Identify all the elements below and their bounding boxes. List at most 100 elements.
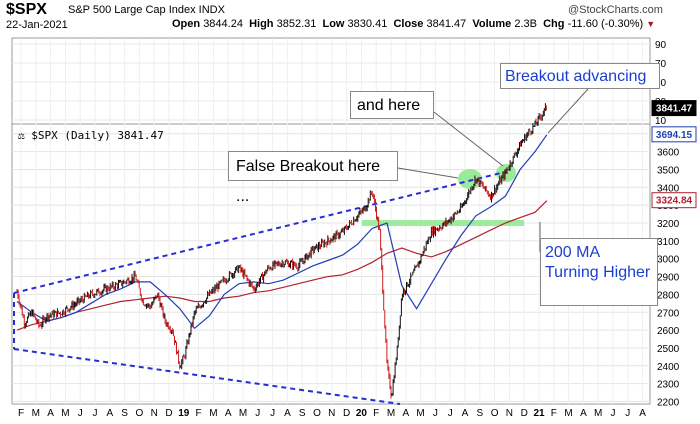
month-label: D: [165, 408, 172, 419]
month-label: M: [239, 408, 247, 419]
month-label: D: [521, 408, 528, 419]
price-axis-tick: 2500: [657, 344, 680, 355]
brand-watermark: @StockCharts.com: [568, 4, 663, 16]
month-label: N: [151, 408, 158, 419]
value-box-ma200-bg: [651, 192, 697, 209]
month-label: J: [448, 408, 453, 419]
value-box-ma50-bg: [651, 126, 697, 143]
callout-200ma-turning: 200 MA Turning Higher: [540, 238, 658, 306]
month-label: S: [299, 408, 306, 419]
month-label: 20: [356, 408, 368, 419]
month-label: M: [61, 408, 69, 419]
month-label: M: [594, 408, 602, 419]
high-value: 3852.31: [276, 18, 317, 30]
lower-trend-line: [13, 348, 401, 405]
price-axis-tick: 2700: [657, 308, 680, 319]
plot-frame: [11, 37, 651, 405]
month-label: F: [373, 408, 379, 419]
month-label: A: [402, 408, 409, 419]
month-label: S: [476, 408, 483, 419]
value-box-ma50: 3694.15: [656, 130, 693, 141]
value-box-close: 3841.47: [656, 104, 693, 115]
upper-axis-tick: 10: [655, 116, 667, 127]
month-label: J: [625, 408, 630, 419]
month-label: A: [580, 408, 587, 419]
chart-header: $SPX S&P 500 Large Cap Index INDX @Stock…: [0, 0, 700, 38]
price-axis-tick: 3400: [657, 183, 680, 194]
price-axis-tick: 3200: [657, 219, 680, 230]
month-label: O: [313, 408, 321, 419]
month-label: J: [611, 408, 616, 419]
month-label: A: [639, 408, 646, 419]
chg-value: -11.60 (-0.30%): [567, 18, 644, 30]
low-label: Low: [322, 18, 345, 30]
pointer-false-breakout: [397, 167, 459, 179]
price-bars: [16, 103, 547, 399]
month-label: N: [506, 408, 513, 419]
ma200-line: [16, 200, 548, 331]
chart-legend: ⚖ $SPX (Daily) 3841.47: [18, 129, 164, 142]
month-label: A: [284, 408, 291, 419]
high-label: High: [249, 18, 274, 30]
month-label: F: [196, 408, 202, 419]
month-label: J: [93, 408, 98, 419]
month-label: S: [121, 408, 128, 419]
month-label: D: [343, 408, 350, 419]
month-label: J: [270, 408, 275, 419]
month-label: M: [209, 408, 217, 419]
callout-200ma-line2: Turning Higher: [545, 264, 651, 281]
price-axis-tick: 3500: [657, 165, 680, 176]
volume-value: 2.3B: [514, 18, 537, 30]
value-box-close-bg: [651, 100, 697, 117]
upper-axis-tick: 70: [655, 59, 667, 70]
month-label: J: [78, 408, 83, 419]
price-axis-tick: 3100: [657, 237, 680, 248]
close-value: 3841.47: [426, 18, 467, 30]
month-label: J: [433, 408, 438, 419]
price-axis-tick: 2600: [657, 326, 680, 337]
month-label: M: [32, 408, 40, 419]
upper-axis-tick: 50: [655, 78, 667, 89]
month-label: A: [106, 408, 113, 419]
month-label: A: [225, 408, 232, 419]
ma50-line: [16, 134, 548, 330]
value-box-ma200: 3324.84: [656, 196, 693, 207]
month-label: M: [416, 408, 424, 419]
month-label: N: [328, 408, 335, 419]
price-axis-tick: 2400: [657, 362, 680, 373]
low-value: 3830.41: [347, 18, 388, 30]
open-value: 3844.24: [203, 18, 243, 30]
quote-line: Open 3844.24 High 3852.31 Low 3830.41 Cl…: [172, 18, 655, 30]
down-arrow-icon: ▼: [646, 19, 656, 29]
month-label: J: [255, 408, 260, 419]
price-axis-tick: 3600: [657, 148, 680, 159]
month-label: O: [136, 408, 144, 419]
open-label: Open: [172, 18, 201, 30]
false-breakout-highlight: [458, 169, 482, 189]
price-axis-tick: 2200: [657, 398, 680, 409]
month-label: F: [551, 408, 557, 419]
chg-label: Chg: [543, 18, 565, 30]
ticker-description: S&P 500 Large Cap Index INDX: [68, 4, 225, 16]
volume-label: Volume: [472, 18, 512, 30]
month-label: A: [47, 408, 54, 419]
month-label: F: [18, 408, 24, 419]
month-label: O: [491, 408, 499, 419]
price-axis-tick: 2900: [657, 273, 680, 284]
close-label: Close: [393, 18, 424, 30]
month-label: M: [564, 408, 572, 419]
callout-breakout-advancing: Breakout advancing: [500, 63, 660, 89]
ticker-symbol: $SPX: [6, 1, 47, 18]
price-axis-tick: 3000: [657, 255, 680, 266]
price-axis-tick: 2800: [657, 290, 680, 301]
callout-and-here: and here: [350, 91, 434, 119]
pointer-and-here: [433, 111, 504, 167]
month-label: 19: [178, 408, 190, 419]
upper-trend-line: [13, 171, 506, 294]
callout-false-breakout: False Breakout here ...: [228, 151, 398, 205]
pointer-breakout: [547, 88, 589, 134]
month-label: M: [387, 408, 395, 419]
quote-date: 22-Jan-2021: [6, 19, 68, 31]
month-label: 21: [533, 408, 545, 419]
